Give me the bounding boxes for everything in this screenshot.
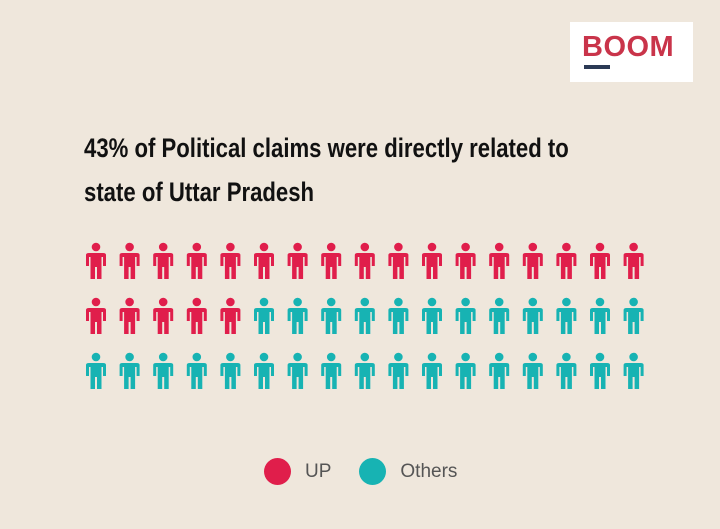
person-icon xyxy=(623,297,644,334)
person-icon xyxy=(623,352,644,389)
boom-logo: BOOM xyxy=(570,22,693,82)
legend-label-others: Others xyxy=(400,460,458,482)
person-icon xyxy=(153,297,174,334)
person-icon xyxy=(556,297,577,334)
legend-swatch-others xyxy=(359,458,387,485)
person-icon xyxy=(119,297,140,334)
person-icon xyxy=(321,297,342,334)
person-icon xyxy=(119,242,140,279)
person-icon xyxy=(455,242,476,279)
person-icon xyxy=(287,352,308,389)
legend-swatch-up xyxy=(264,458,291,485)
person-icon xyxy=(86,297,106,334)
person-icon xyxy=(623,242,644,279)
person-icon xyxy=(522,297,543,334)
person-icon xyxy=(590,352,610,389)
person-icon xyxy=(321,242,342,279)
legend-label-up: UP xyxy=(305,460,332,482)
person-icon xyxy=(388,242,409,279)
chart-title-line-2: state of Uttar Pradesh xyxy=(84,177,315,207)
logo-underline xyxy=(584,65,610,69)
person-icon xyxy=(220,352,241,389)
person-icon xyxy=(354,297,375,334)
person-icon xyxy=(86,242,106,279)
person-icon xyxy=(489,242,510,279)
person-icon xyxy=(220,242,241,279)
person-icon xyxy=(354,352,375,389)
person-icon xyxy=(153,352,174,389)
person-icon xyxy=(422,297,442,334)
person-icon xyxy=(388,297,409,334)
person-icon xyxy=(422,242,442,279)
chart-title-line-1: 43% of Political claims were directly re… xyxy=(84,133,569,163)
person-icon xyxy=(186,242,207,279)
person-icon xyxy=(422,352,442,389)
person-icon xyxy=(354,242,375,279)
person-icon xyxy=(489,352,510,389)
person-icon xyxy=(287,297,308,334)
person-icon xyxy=(556,242,577,279)
chart-title: 43% of Political claims were directly re… xyxy=(84,126,674,214)
person-icon xyxy=(119,352,140,389)
person-icon xyxy=(388,352,409,389)
person-icon xyxy=(321,352,342,389)
logo-text: BOOM xyxy=(582,31,675,63)
person-icon xyxy=(153,242,174,279)
person-icon xyxy=(522,242,543,279)
person-icon xyxy=(556,352,577,389)
person-icon xyxy=(489,297,510,334)
person-icon xyxy=(254,297,274,334)
person-icon xyxy=(590,297,610,334)
person-icon xyxy=(522,352,543,389)
person-icon xyxy=(220,297,241,334)
person-icon xyxy=(186,297,207,334)
person-icon xyxy=(287,242,308,279)
person-icon xyxy=(254,352,274,389)
person-icon xyxy=(455,297,476,334)
person-icon xyxy=(254,242,274,279)
person-icon xyxy=(86,352,106,389)
person-icon xyxy=(590,242,610,279)
person-icon xyxy=(455,352,476,389)
person-icon xyxy=(186,352,207,389)
legend: UP Others xyxy=(264,458,485,485)
